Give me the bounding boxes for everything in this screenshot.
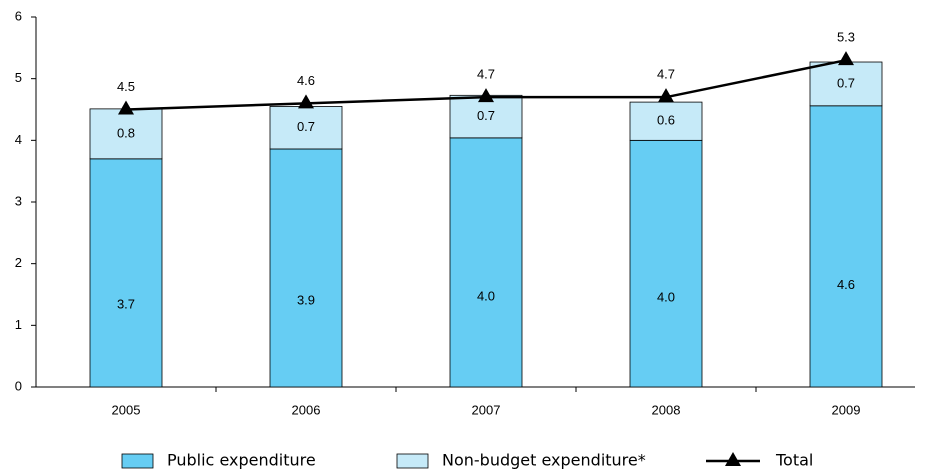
bar [89,108,163,160]
line-marker [838,51,854,66]
x-tick-label: 2005 [112,402,141,417]
data-label: 4.0 [477,289,495,304]
x-tick-label: 2007 [472,402,501,417]
data-label: 4.6 [297,73,315,88]
y-tick-label: 5 [15,70,22,85]
legend-label: Non-budget expenditure* [442,451,646,470]
data-label: 0.6 [657,113,675,128]
y-tick-label: 1 [15,317,22,332]
y-tick-label: 4 [15,132,22,147]
line-marker [298,94,314,109]
x-tick-label: 2008 [652,402,681,417]
bar [809,61,883,107]
legend-swatch [121,453,154,469]
bar [89,158,163,388]
data-label: 3.7 [117,296,135,311]
bar [269,148,343,388]
y-tick-label: 0 [15,378,22,393]
bar [629,101,703,141]
data-label: 0.7 [297,119,315,134]
bar [449,137,523,388]
bar [269,106,343,150]
line-marker [478,88,494,103]
data-label: 0.7 [837,75,855,90]
x-tick-label: 2006 [292,402,321,417]
bar [629,139,703,388]
data-label: 0.7 [477,108,495,123]
data-label: 4.5 [117,79,135,94]
data-label: 3.9 [297,293,315,308]
y-tick-label: 3 [15,193,22,208]
data-label: 4.7 [657,67,675,82]
legend-swatch [396,453,429,469]
legend-label: Public expenditure [167,451,316,470]
data-label: 4.7 [477,67,495,82]
data-label: 4.0 [657,290,675,305]
y-tick-label: 6 [15,8,22,23]
data-label: 4.6 [837,277,855,292]
legend-marker [725,452,741,466]
line-marker [658,88,674,103]
x-tick-label: 2009 [832,402,861,417]
bar [449,94,523,139]
line-marker [118,100,134,115]
y-tick-label: 2 [15,255,22,270]
bar [809,105,883,388]
data-label: 0.8 [117,125,135,140]
legend-label: Total [775,451,813,470]
data-label: 5.3 [837,30,855,45]
